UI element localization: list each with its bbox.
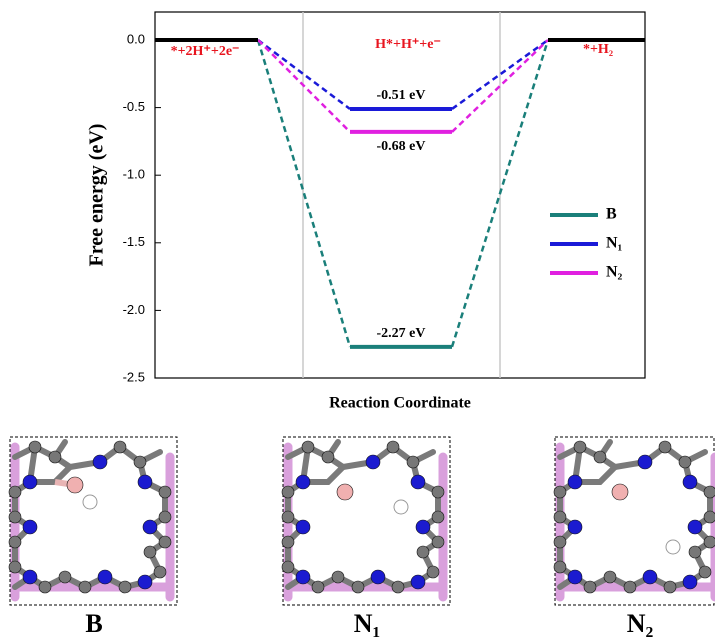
connector bbox=[450, 39, 550, 348]
y-tick-label: -2.0 bbox=[123, 302, 145, 317]
hydrogen-atom bbox=[665, 539, 681, 555]
y-tick-label: -1.0 bbox=[123, 167, 145, 182]
boron-atom bbox=[66, 476, 84, 494]
legend-label: N₂ bbox=[606, 264, 623, 281]
hydrogen-atom bbox=[393, 499, 409, 515]
x-axis-label: Reaction Coordinate bbox=[329, 395, 471, 412]
structure-n2 bbox=[554, 436, 715, 606]
boron-atom bbox=[336, 483, 354, 501]
state-label: *+2H⁺+2e⁻ bbox=[171, 44, 240, 59]
legend-label: N₁ bbox=[606, 235, 623, 252]
value-label: -2.27 eV bbox=[377, 326, 426, 341]
structure bbox=[9, 441, 171, 597]
value-label: -0.68 eV bbox=[377, 139, 426, 154]
boron-atom bbox=[611, 483, 629, 501]
state-label: *+H₂ bbox=[583, 42, 613, 57]
structure-label: N₁ bbox=[354, 609, 381, 638]
structure-frame bbox=[9, 436, 178, 606]
structure-n1 bbox=[282, 436, 451, 606]
structure-b bbox=[9, 436, 178, 606]
y-tick-label: -1.5 bbox=[123, 234, 145, 249]
structure bbox=[554, 441, 715, 597]
structure-label: B bbox=[85, 609, 102, 638]
state-label: H*+H⁺+e⁻ bbox=[375, 37, 441, 52]
structure bbox=[282, 441, 444, 597]
connector bbox=[451, 39, 549, 133]
connector bbox=[257, 38, 351, 110]
structure-label: N₂ bbox=[627, 609, 654, 638]
hydrogen-atom bbox=[82, 494, 98, 510]
structure-frame bbox=[282, 436, 451, 606]
connector bbox=[256, 39, 352, 348]
y-tick-label: -0.5 bbox=[123, 99, 145, 114]
legend-label: B bbox=[606, 206, 617, 223]
y-tick-label: -2.5 bbox=[123, 369, 145, 384]
y-tick-label: 0.0 bbox=[127, 31, 145, 46]
connector bbox=[257, 39, 351, 133]
value-label: -0.51 eV bbox=[377, 88, 426, 103]
plot-frame bbox=[154, 11, 646, 379]
y-axis-label: Free energy (eV) bbox=[86, 124, 108, 267]
